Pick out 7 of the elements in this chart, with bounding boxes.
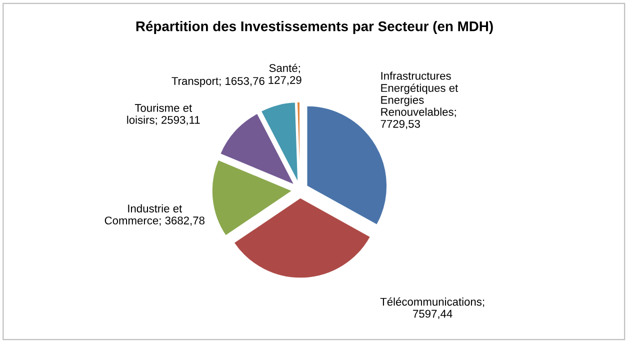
slice-label: Télécommunications; 7597,44 [380,297,484,319]
chart-title: Répartition des Investissements par Secteur (en MDH) [136,20,493,34]
slice-label: Transport; 1653,76 [172,77,264,88]
slice-label: Industrie et Commerce; 3682,78 [104,204,204,226]
slice-label: Tourisme et loisirs; 2593,11 [127,104,200,126]
slice-label: Infrastructures Energétiques et Energies Renouvelables; 7729,53 [380,72,458,130]
slice-label: Santé; 127,29 [268,64,302,86]
